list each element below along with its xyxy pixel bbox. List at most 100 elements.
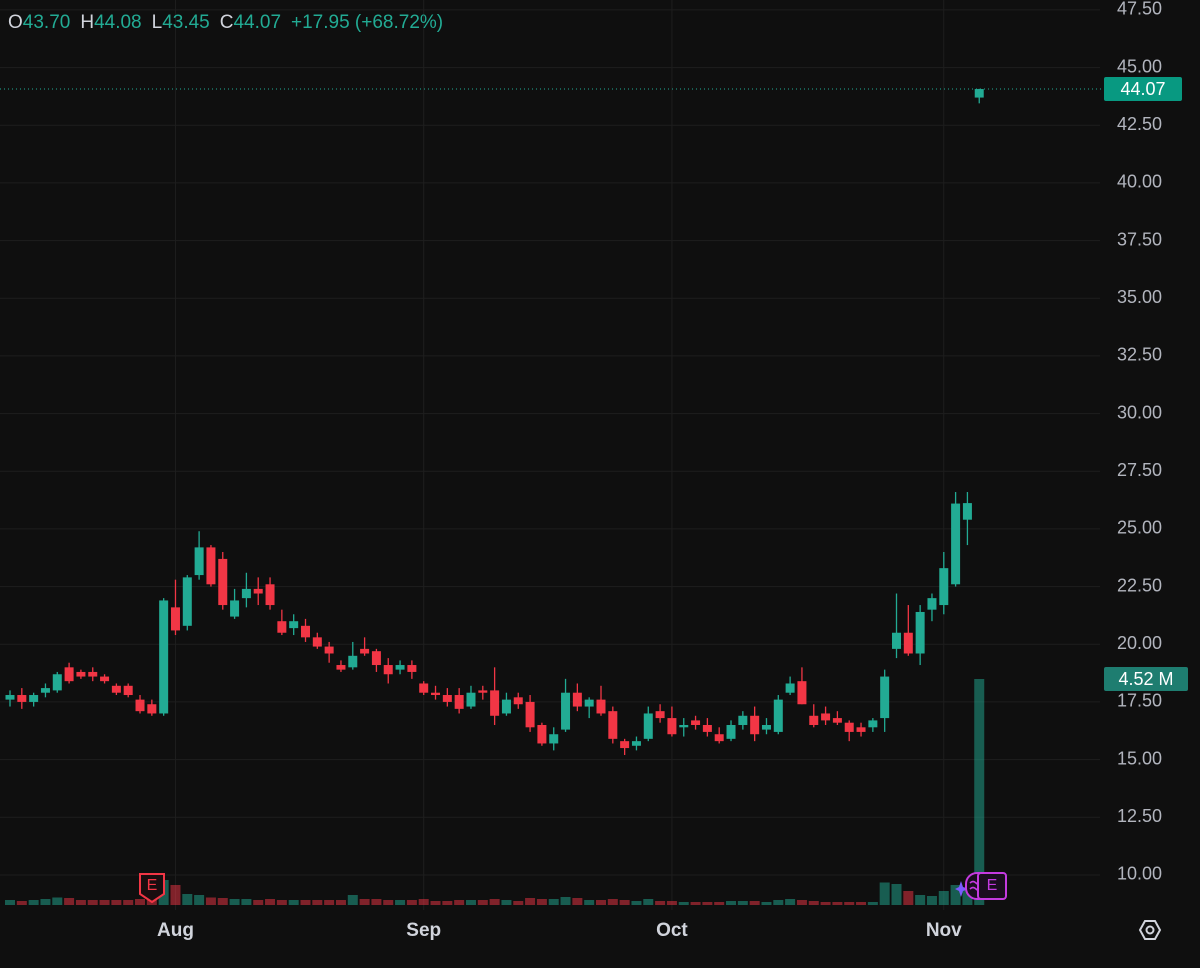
candle-body <box>265 584 275 606</box>
volume-bar <box>217 898 228 905</box>
volume-bar <box>335 900 346 905</box>
volume-bar <box>406 900 417 905</box>
volume-bar <box>548 899 559 905</box>
x-tick-label: Nov <box>926 920 962 941</box>
candle-body <box>312 637 322 647</box>
candle-body <box>608 711 618 739</box>
candle-body <box>702 725 712 732</box>
earnings-label: E <box>147 877 158 894</box>
x-tick-label: Aug <box>157 920 194 941</box>
earnings-label: E <box>987 877 998 894</box>
candle-body <box>691 720 701 726</box>
volume-bar <box>926 896 937 905</box>
y-tick-label: 47.50 <box>1117 0 1162 19</box>
volume-bar <box>87 900 98 905</box>
candle-body <box>490 690 500 716</box>
candle-body <box>962 503 972 520</box>
candle-body <box>64 667 74 682</box>
volume-bar <box>678 902 689 905</box>
volume-bar <box>5 900 15 905</box>
volume-bar <box>974 679 985 905</box>
volume-bar <box>52 897 63 905</box>
volume-bar <box>666 901 677 905</box>
volume-bar <box>324 900 335 905</box>
legend-key: H <box>80 12 95 33</box>
axes: 10.00 12.50 15.00 17.50 20.00 22.50 25.00 27.50… <box>0 0 1188 941</box>
candle-body <box>584 699 594 707</box>
volume-bar <box>655 901 666 905</box>
candle-body <box>454 695 464 709</box>
volume-bar <box>631 901 642 905</box>
candle-body <box>513 697 523 705</box>
volume-bar <box>525 898 536 905</box>
candle-body <box>324 646 334 654</box>
candle-body <box>52 674 62 691</box>
candle-body <box>844 722 854 732</box>
volume-bar <box>501 900 512 905</box>
y-tick-label: 45.00 <box>1117 56 1162 76</box>
candles <box>5 88 984 755</box>
candle-body <box>501 699 511 714</box>
volume-bar <box>938 891 949 905</box>
volume-bar <box>761 902 772 905</box>
volume-bar <box>371 899 382 905</box>
candle-body <box>147 704 157 714</box>
y-tick-label: 10.00 <box>1117 864 1162 884</box>
volume-bar <box>903 891 914 905</box>
legend-key: L <box>151 12 163 33</box>
candle-body <box>371 651 381 666</box>
grid <box>0 0 1100 910</box>
legend-item: O43.70 <box>8 12 70 33</box>
volume-bar <box>808 901 819 905</box>
candle-body <box>17 695 27 702</box>
volume-bar <box>643 899 654 905</box>
volume-bar <box>584 900 595 905</box>
candle-body <box>253 588 263 594</box>
candle-body <box>442 695 452 702</box>
candle-body <box>761 725 771 730</box>
candle-body <box>927 598 937 610</box>
candle-body <box>182 577 192 626</box>
candle-body <box>407 665 417 672</box>
volume-bar <box>276 900 287 905</box>
legend-value: 44.07 <box>233 12 282 33</box>
candle-body <box>549 734 559 744</box>
volume-bar <box>737 901 748 905</box>
candle-body <box>419 683 429 693</box>
volume-bar <box>773 900 784 905</box>
candle-body <box>159 600 169 714</box>
volume-bar <box>465 900 476 905</box>
volume-bar <box>879 882 890 905</box>
legend-value: 43.45 <box>162 12 210 33</box>
volume-bar <box>950 885 961 905</box>
candle-body <box>797 681 807 705</box>
candle-body <box>773 699 783 732</box>
volume-bar <box>194 895 205 905</box>
candle-body <box>951 503 961 585</box>
legend-key: C <box>219 12 234 33</box>
x-tick-label: Oct <box>656 920 688 941</box>
earnings-marker[interactable]: E <box>139 873 165 904</box>
candle-body <box>974 89 984 98</box>
candle-body <box>241 588 251 599</box>
y-tick-label: 42.50 <box>1117 114 1162 134</box>
candle-body <box>431 692 441 696</box>
volume-bar <box>16 901 27 905</box>
legend-item: H44.08 <box>80 12 141 33</box>
volume-bar <box>489 899 500 905</box>
volume-bar <box>347 895 358 905</box>
volume-label: 4.52 M <box>1118 669 1173 689</box>
earnings-marker[interactable]: E <box>955 872 1007 900</box>
candle-body <box>620 741 630 749</box>
candle-body <box>123 685 133 696</box>
volume-bar <box>205 897 216 905</box>
y-tick-label: 27.50 <box>1117 460 1162 480</box>
volume-bar <box>359 899 370 905</box>
volume-bar <box>442 901 453 905</box>
volume-bar <box>856 902 867 905</box>
candle-body <box>821 713 831 721</box>
candle-body <box>655 711 665 719</box>
volume-bar <box>265 899 276 905</box>
settings-button[interactable] <box>1138 920 1162 940</box>
legend-key: O <box>8 12 23 33</box>
